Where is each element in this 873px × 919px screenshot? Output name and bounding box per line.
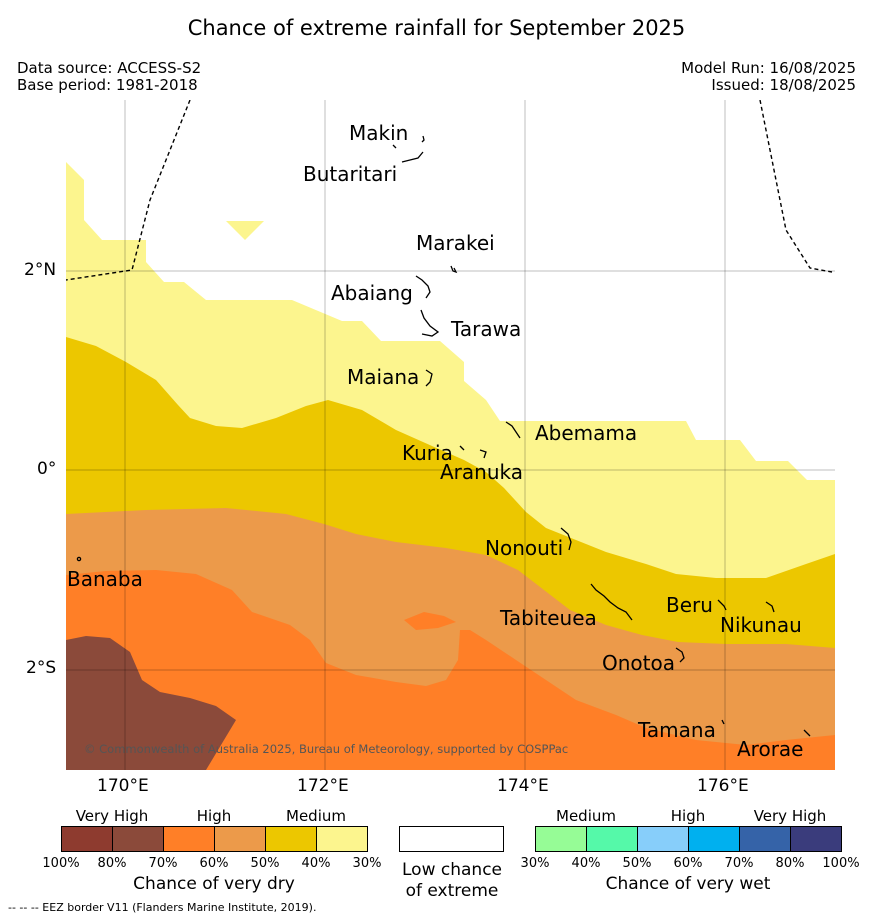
- lat-label-equator: 0°: [37, 459, 57, 479]
- model-run: Model Run: 16/08/2025: [681, 59, 856, 77]
- data-source: Data source: ACCESS-S2: [17, 59, 202, 77]
- high-dry-region: [66, 570, 835, 770]
- island-label-maiana: Maiana: [347, 365, 420, 389]
- map-title: Chance of extreme rainfall for September…: [187, 16, 686, 40]
- dry-swatch-4: [215, 827, 266, 851]
- lon-label-170e: 170°E: [97, 776, 149, 796]
- wet-tick: 50%: [622, 856, 652, 871]
- model-run-block: Model Run: 16/08/2025 Issued: 18/08/2025: [681, 60, 856, 94]
- wet-swatch-1: [536, 827, 587, 851]
- eez-footnote: -- -- -- EEZ border V11 (Flanders Marine…: [8, 901, 317, 914]
- wet-tick: 40%: [571, 856, 601, 871]
- issued-date: Issued: 18/08/2025: [711, 76, 856, 94]
- high-dry-patch: [404, 612, 456, 630]
- island-label-nonouti: Nonouti: [485, 536, 564, 560]
- island-label-abemama: Abemama: [535, 421, 638, 445]
- dry-swatch-1: [62, 827, 113, 851]
- island-label-tarawa: Tarawa: [451, 317, 522, 341]
- island-label-nikunau: Nikunau: [720, 613, 802, 637]
- island-label-butaritari: Butaritari: [303, 162, 398, 186]
- map-canvas: [66, 100, 835, 770]
- wet-swatch-3: [638, 827, 689, 851]
- wet-tick: 100%: [822, 856, 860, 871]
- lat-label-2s: 2°S: [26, 658, 57, 678]
- island-label-beru: Beru: [666, 593, 713, 617]
- low-chance-swatch: [399, 826, 504, 852]
- dry-swatch-3: [164, 827, 215, 851]
- data-source-block: Data source: ACCESS-S2 Base period: 1981…: [17, 60, 201, 94]
- low-chance-line2: of extreme: [405, 881, 499, 901]
- low-chance-caption: Low chance of extreme: [402, 860, 502, 902]
- dry-tick: 100%: [42, 856, 80, 871]
- island-label-onotoa: Onotoa: [602, 651, 675, 675]
- dry-tick: 30%: [352, 856, 382, 871]
- island-label-banaba: Banaba: [67, 567, 143, 591]
- dry-swatch-2: [113, 827, 164, 851]
- dry-tick: 60%: [199, 856, 229, 871]
- wet-swatch-6: [791, 827, 841, 851]
- wet-tick: 60%: [673, 856, 703, 871]
- island-label-aranuka: Aranuka: [440, 460, 523, 484]
- dry-category-very-high: Very High: [75, 807, 149, 825]
- island-label-abaiang: Abaiang: [331, 281, 413, 305]
- dry-tick: 70%: [148, 856, 178, 871]
- island-label-kuria: Kuria: [402, 441, 453, 465]
- wet-swatch-2: [587, 827, 638, 851]
- map-area: © Commonwealth of Australia 2025, Bureau…: [66, 100, 835, 770]
- dry-category-medium: Medium: [286, 807, 346, 825]
- wet-category-medium: Medium: [556, 807, 616, 825]
- dry-swatch-6: [317, 827, 367, 851]
- wet-swatch-4: [689, 827, 740, 851]
- island-label-tabiteuea: Tabiteuea: [500, 606, 597, 630]
- low-chance-line1: Low chance: [402, 860, 502, 880]
- lat-label-2n: 2°N: [24, 260, 57, 280]
- dry-caption: Chance of very dry: [133, 874, 295, 894]
- island-outlines: [76, 135, 811, 737]
- wet-swatch-5: [740, 827, 791, 851]
- wet-caption: Chance of very wet: [605, 874, 771, 894]
- dry-tick: 40%: [301, 856, 331, 871]
- lon-label-174e: 174°E: [497, 776, 549, 796]
- dry-category-high: High: [196, 807, 232, 825]
- graticule: [66, 100, 835, 770]
- island-label-makin: Makin: [349, 121, 409, 145]
- lon-label-176e: 176°E: [697, 776, 749, 796]
- dry-swatch-5: [266, 827, 317, 851]
- wet-tick: 80%: [775, 856, 805, 871]
- lon-label-172e: 172°E: [297, 776, 349, 796]
- very-high-dry-region: [66, 636, 236, 770]
- dry-tick: 80%: [97, 856, 127, 871]
- wet-category-very-high: Very High: [753, 807, 827, 825]
- eez-border: [66, 100, 833, 281]
- wet-colorbar: [535, 826, 842, 852]
- wet-category-high: High: [670, 807, 706, 825]
- island-label-marakei: Marakei: [416, 231, 495, 255]
- dry-tick: 50%: [250, 856, 280, 871]
- base-period: Base period: 1981-2018: [17, 76, 198, 94]
- dry-colorbar: [61, 826, 368, 852]
- island-label-arorae: Arorae: [737, 737, 804, 761]
- wet-tick: 30%: [520, 856, 550, 871]
- copyright-notice: © Commonwealth of Australia 2025, Bureau…: [84, 742, 569, 756]
- island-label-tamana: Tamana: [638, 718, 716, 742]
- wet-tick: 70%: [724, 856, 754, 871]
- triangle-patch: [226, 221, 264, 240]
